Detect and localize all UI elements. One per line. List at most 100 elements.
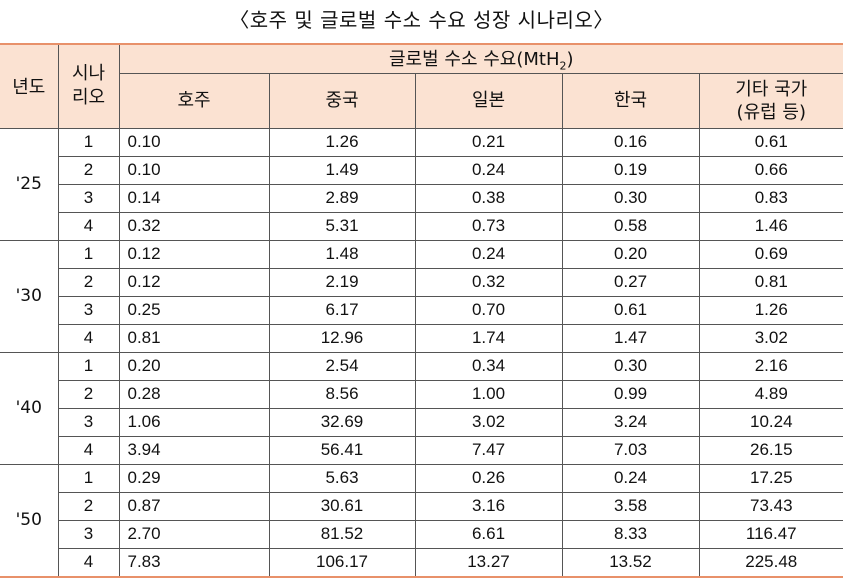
value-cell-korea: 13.52 [561, 547, 700, 578]
value-cell-others: 0.69 [698, 239, 843, 269]
value-cell-australia: 2.70 [118, 519, 270, 549]
value-cell-korea: 0.30 [561, 183, 700, 213]
scenario-cell: 3 [57, 295, 120, 325]
table-row: 3 0.14 2.89 0.38 0.30 0.83 [0, 183, 843, 213]
value-cell-australia: 0.32 [118, 211, 270, 241]
value-cell-korea: 3.58 [561, 491, 700, 521]
year-cell: '50 [0, 463, 59, 578]
value-cell-korea: 0.24 [561, 463, 700, 493]
value-cell-others: 17.25 [698, 463, 843, 493]
value-cell-china: 1.49 [268, 155, 416, 185]
table-row: 3 1.06 32.69 3.02 3.24 10.24 [0, 407, 843, 437]
value-cell-china: 2.54 [268, 351, 416, 381]
value-cell-others: 2.16 [698, 351, 843, 381]
scenario-cell: 3 [57, 183, 120, 213]
value-cell-korea: 0.30 [561, 351, 700, 381]
value-cell-china: 56.41 [268, 435, 416, 465]
value-cell-korea: 0.27 [561, 267, 700, 297]
table-row: '30 1 0.12 1.48 0.24 0.20 0.69 [0, 239, 843, 353]
value-cell-australia: 0.10 [118, 155, 270, 185]
column-header-korea: 한국 [561, 72, 700, 129]
value-cell-china: 12.96 [268, 323, 416, 353]
value-cell-china: 30.61 [268, 491, 416, 521]
scenario-cell: 4 [57, 547, 120, 578]
value-cell-others: 0.61 [698, 127, 843, 157]
scenario-cell: 2 [57, 379, 120, 409]
value-cell-korea: 3.24 [561, 407, 700, 437]
table-row: 4 7.83 106.17 13.27 13.52 225.48 [0, 547, 843, 578]
value-cell-china: 32.69 [268, 407, 416, 437]
value-cell-others: 0.81 [698, 267, 843, 297]
year-cell: '40 [0, 351, 59, 465]
table-row: 4 0.81 12.96 1.74 1.47 3.02 [0, 323, 843, 353]
scenario-cell: 3 [57, 407, 120, 437]
value-cell-japan: 1.74 [414, 323, 563, 353]
value-cell-japan: 1.00 [414, 379, 563, 409]
value-cell-korea: 0.20 [561, 239, 700, 269]
scenario-cell: 4 [57, 323, 120, 353]
table-body: '25 1 0.10 1.26 0.21 0.16 0.61 2 0.10 1.49 0.24 0.1… [0, 127, 843, 578]
value-cell-others: 4.89 [698, 379, 843, 409]
value-cell-japan: 3.02 [414, 407, 563, 437]
value-cell-korea: 0.61 [561, 295, 700, 325]
value-cell-korea: 7.03 [561, 435, 700, 465]
column-header-australia: 호주 [118, 72, 270, 129]
scenario-header: 시나 리오 [57, 43, 120, 129]
value-cell-japan: 0.73 [414, 211, 563, 241]
value-cell-australia: 3.94 [118, 435, 270, 465]
global-demand-header: 글로벌 수소 수요(MtH2) [118, 43, 843, 74]
value-cell-china: 2.89 [268, 183, 416, 213]
value-cell-australia: 0.12 [118, 239, 270, 269]
value-cell-korea: 0.99 [561, 379, 700, 409]
table-row: 2 0.28 8.56 1.00 0.99 4.89 [0, 379, 843, 409]
value-cell-japan: 0.70 [414, 295, 563, 325]
value-cell-korea: 0.19 [561, 155, 700, 185]
value-cell-australia: 0.25 [118, 295, 270, 325]
value-cell-others: 0.83 [698, 183, 843, 213]
value-cell-australia: 0.29 [118, 463, 270, 493]
table-row: 2 0.10 1.49 0.24 0.19 0.66 [0, 155, 843, 185]
value-cell-others: 116.47 [698, 519, 843, 549]
value-cell-china: 8.56 [268, 379, 416, 409]
value-cell-korea: 8.33 [561, 519, 700, 549]
value-cell-japan: 0.32 [414, 267, 563, 297]
scenario-cell: 1 [57, 351, 120, 381]
value-cell-japan: 0.24 [414, 155, 563, 185]
scenario-cell: 1 [57, 239, 120, 269]
value-cell-china: 5.31 [268, 211, 416, 241]
value-cell-japan: 0.26 [414, 463, 563, 493]
table-row: 2 0.12 2.19 0.32 0.27 0.81 [0, 267, 843, 297]
value-cell-china: 1.26 [268, 127, 416, 157]
value-cell-japan: 13.27 [414, 547, 563, 578]
value-cell-australia: 0.81 [118, 323, 270, 353]
value-cell-australia: 0.28 [118, 379, 270, 409]
value-cell-japan: 0.34 [414, 351, 563, 381]
table-title: 〈호주 및 글로벌 수소 수요 성장 시나리오〉 [229, 8, 614, 32]
value-cell-korea: 0.16 [561, 127, 700, 157]
value-cell-australia: 0.14 [118, 183, 270, 213]
value-cell-korea: 0.58 [561, 211, 700, 241]
value-cell-china: 5.63 [268, 463, 416, 493]
column-header-japan: 일본 [414, 72, 563, 129]
value-cell-australia: 0.87 [118, 491, 270, 521]
value-cell-australia: 7.83 [118, 547, 270, 578]
scenario-cell: 3 [57, 519, 120, 549]
column-header-others: 기타 국가 (유럽 등) [698, 72, 843, 129]
value-cell-australia: 0.20 [118, 351, 270, 381]
table-row: '25 1 0.10 1.26 0.21 0.16 0.61 [0, 127, 843, 241]
year-header: 년도 [0, 43, 59, 129]
value-cell-japan: 0.21 [414, 127, 563, 157]
table-row: 4 0.32 5.31 0.73 0.58 1.46 [0, 211, 843, 241]
value-cell-china: 81.52 [268, 519, 416, 549]
value-cell-others: 73.43 [698, 491, 843, 521]
scenario-cell: 2 [57, 491, 120, 521]
value-cell-china: 1.48 [268, 239, 416, 269]
value-cell-others: 1.26 [698, 295, 843, 325]
year-cell: '25 [0, 127, 59, 241]
scenario-cell: 4 [57, 435, 120, 465]
value-cell-australia: 0.10 [118, 127, 270, 157]
scenario-cell: 1 [57, 127, 120, 157]
scenario-cell: 1 [57, 463, 120, 493]
value-cell-china: 106.17 [268, 547, 416, 578]
value-cell-japan: 7.47 [414, 435, 563, 465]
